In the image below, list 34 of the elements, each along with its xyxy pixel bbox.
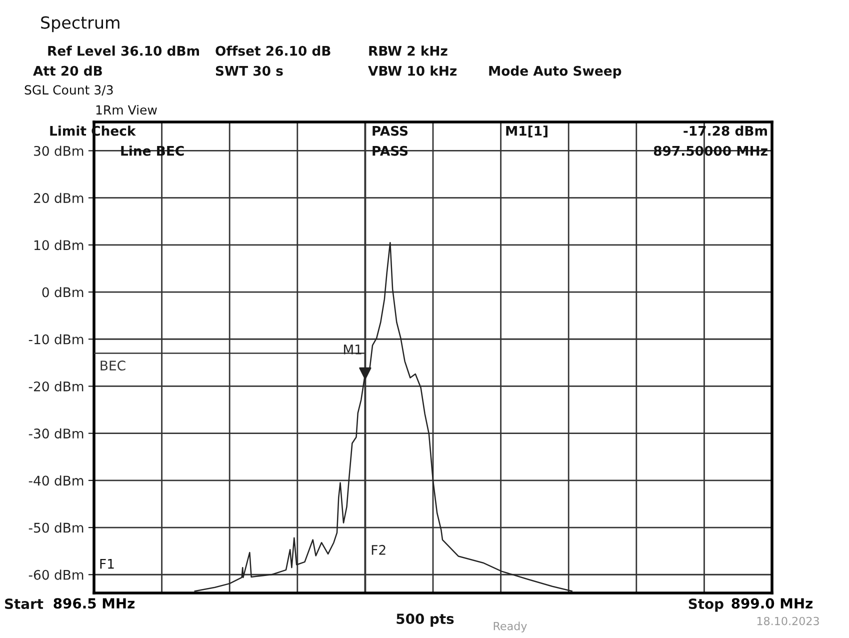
text: 18.10.2023 xyxy=(757,616,819,626)
text: VBW 10 kHz xyxy=(368,66,457,76)
y-tick-label: 0 dBm xyxy=(42,287,84,298)
text: SWT 30 s xyxy=(216,66,283,76)
text: 500 pts xyxy=(396,614,454,627)
y-tick-label: -60 dBm xyxy=(28,570,84,580)
text: Ref Level 36.10 dBm xyxy=(48,46,199,56)
x-tick-label: 896.5 MHz xyxy=(54,598,134,609)
x-tick-label: 899.0 MHz xyxy=(732,598,812,609)
y-tick-label: 10 dBm xyxy=(34,240,84,250)
y-tick-label: -20 dBm xyxy=(28,381,84,392)
y-tick-label: 30 dBm xyxy=(34,146,84,156)
text: Ready xyxy=(494,622,527,632)
text: Mode Auto Sweep xyxy=(489,66,622,78)
text: RBW 2 kHz xyxy=(369,46,448,56)
series-label: M1 xyxy=(344,344,362,354)
text: Att 20 dB xyxy=(33,66,102,76)
ref-line-label: F2 xyxy=(372,544,386,555)
text: Offset 26.10 dB xyxy=(216,46,330,56)
y-tick-label: -10 dBm xyxy=(28,334,84,344)
y-tick-label: 20 dBm xyxy=(34,192,84,204)
text: Start xyxy=(4,598,44,610)
y-tick-label: -30 dBm xyxy=(28,428,84,439)
series-label: BEC xyxy=(100,360,126,371)
annotation: M1[1] xyxy=(506,126,548,138)
line-series xyxy=(194,242,572,592)
y-tick-label: -50 dBm xyxy=(28,522,84,533)
y-tick-label: -40 dBm xyxy=(28,475,84,486)
text: SGL Count 3/3 xyxy=(24,85,113,96)
text: 1Rm View xyxy=(96,104,157,115)
text: Stop xyxy=(688,598,724,612)
annotation: F1 xyxy=(100,559,114,569)
text: Spectrum xyxy=(41,16,120,32)
annotation: PASS xyxy=(372,126,408,136)
